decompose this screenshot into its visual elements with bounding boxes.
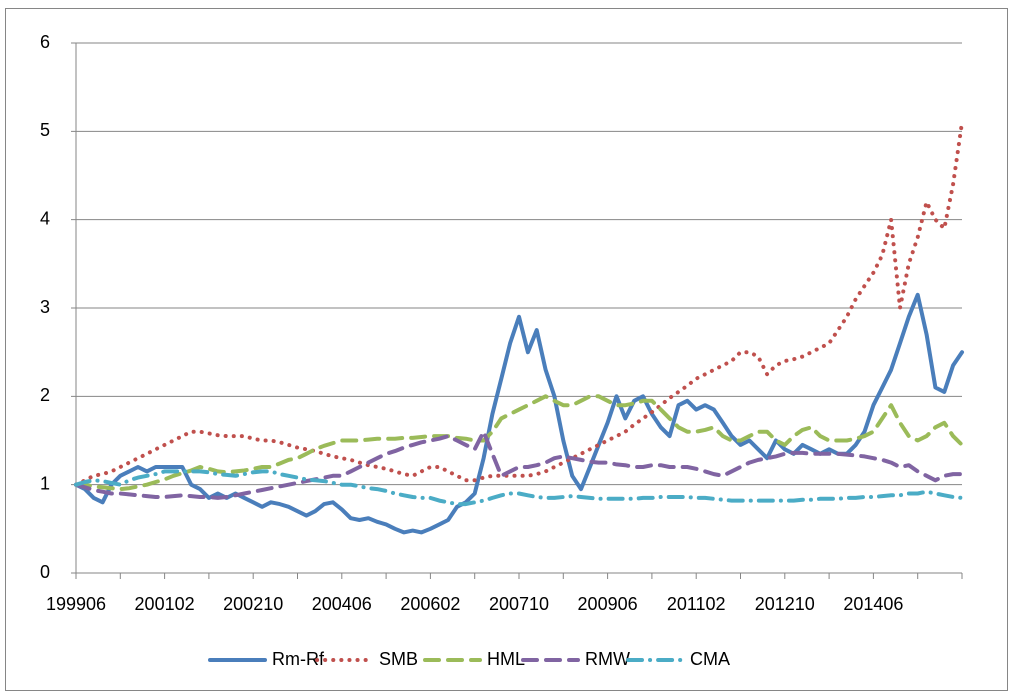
y-tick-label: 0 [40, 562, 50, 582]
x-tick-label: 199906 [46, 594, 106, 614]
series-line [74, 429, 964, 500]
x-tick-label: 201210 [755, 594, 815, 614]
y-tick-label: 6 [40, 32, 50, 52]
y-tick-label: 4 [40, 208, 50, 228]
y-tick-label: 3 [40, 297, 50, 317]
x-tick-label: 201102 [667, 594, 726, 614]
x-tick-label: 200906 [578, 594, 638, 614]
x-tick-label: 200210 [223, 594, 283, 614]
legend-label: Rm-Rf [272, 649, 325, 669]
y-tick-label: 2 [40, 385, 50, 405]
y-tick-label: 1 [40, 473, 50, 493]
series-line [74, 469, 964, 507]
series-line [74, 394, 964, 492]
x-tick-label: 200602 [400, 594, 460, 614]
x-tick-label: 200406 [312, 594, 372, 614]
series-line [74, 120, 964, 487]
legend-label: SMB [379, 649, 418, 669]
legend-label: CMA [690, 649, 730, 669]
x-tick-label: 200710 [489, 594, 549, 614]
x-tick-label: 201406 [843, 594, 903, 614]
legend-label: HML [487, 649, 525, 669]
legend-label: RMW [585, 649, 630, 669]
x-tick-label: 200102 [135, 594, 195, 614]
y-tick-label: 5 [40, 120, 50, 140]
